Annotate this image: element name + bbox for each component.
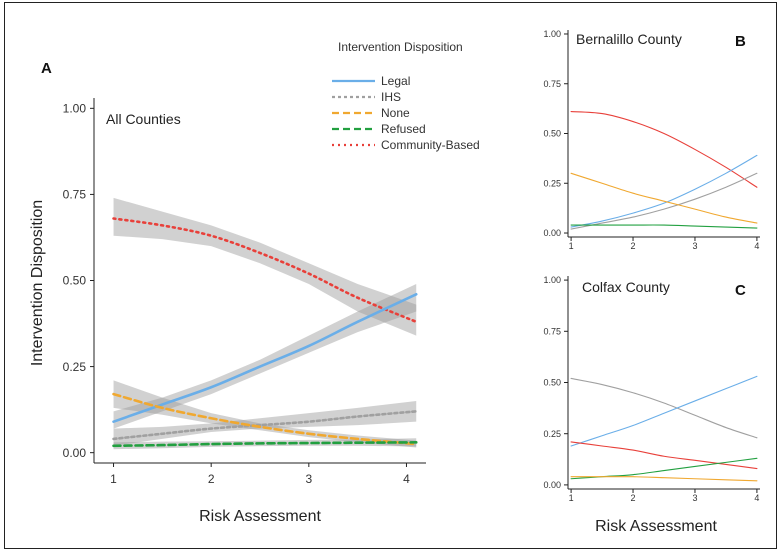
panel-a-letter: A — [41, 60, 52, 77]
panel-a-xtick-label: 2 — [208, 472, 215, 486]
panel-a-xlabel: Risk Assessment — [199, 508, 321, 525]
panel-a-xtick-label: 4 — [403, 472, 410, 486]
panel-a-xtick-label: 1 — [110, 472, 117, 486]
panel-c-xtick-label: 4 — [754, 493, 759, 503]
panel-c-xtick-label: 2 — [631, 493, 636, 503]
panel-a-plot: 0.00 0.25 0.50 0.75 1.00 1 2 3 4 — [63, 98, 426, 486]
legend-label-legal: Legal — [381, 74, 410, 88]
panel-a-ci-band-community-based — [113, 197, 417, 336]
panel-a-line-legal — [112, 292, 418, 423]
panel-c-letter: C — [735, 282, 746, 299]
panel-b-line-none — [570, 172, 758, 224]
panel-c-ytick-label: 0.50 — [543, 378, 561, 388]
panel-b-ytick-label: 0.00 — [543, 228, 561, 238]
panel-b-xtick-label: 4 — [754, 241, 759, 251]
panel-c-ytick-label: 1.00 — [543, 275, 561, 285]
legend-label-community-based: Community-Based — [381, 138, 480, 152]
figure-frame — [4, 2, 777, 549]
panel-a-ci-band-refused — [113, 438, 417, 450]
panel-a-ytick-label: 0.75 — [63, 188, 87, 202]
panel-c-ytick-label: 0.00 — [543, 480, 561, 490]
legend: Legal IHS None Refused Community-Based — [332, 74, 480, 152]
panel-b-xtick-label: 3 — [692, 241, 697, 251]
panel-a-xtick-label: 3 — [305, 472, 312, 486]
panel-c-xtick-label: 1 — [569, 493, 574, 503]
panel-c-line-community-based — [570, 441, 758, 470]
legend-label-ihs: IHS — [381, 90, 401, 104]
panel-c-line-legal — [570, 375, 758, 447]
panel-c-xlabel: Risk Assessment — [595, 518, 717, 535]
panel-c-line-none — [570, 476, 758, 482]
legend-label-refused: Refused — [381, 122, 426, 136]
panel-a-ytick-label: 0.50 — [63, 274, 87, 288]
panel-c-ytick-label: 0.75 — [543, 326, 561, 336]
panel-b-line-ihs — [570, 172, 758, 230]
panel-b-letter: B — [735, 33, 746, 50]
panel-b-title: Bernalillo County — [576, 31, 682, 47]
panel-b-ytick-label: 0.50 — [543, 129, 561, 139]
panel-a-ytick-label: 1.00 — [63, 102, 87, 116]
legend-title: Intervention Disposition — [338, 40, 463, 54]
panel-b-line-legal — [570, 154, 758, 228]
panel-a-ci-band-legal — [113, 283, 417, 429]
panel-b-ytick-label: 0.25 — [543, 178, 561, 188]
panel-c-title: Colfax County — [582, 279, 670, 295]
panel-c-line-ihs — [570, 377, 758, 439]
panel-a-ytick-label: 0.00 — [63, 446, 87, 460]
panel-b-xtick-label: 2 — [631, 241, 636, 251]
panel-b-line-refused — [570, 224, 758, 229]
panel-a-ci-band-ihs — [113, 401, 417, 446]
panel-a-ytick-label: 0.25 — [63, 360, 87, 374]
panel-b-xtick-label: 1 — [569, 241, 574, 251]
panel-c-ytick-label: 0.25 — [543, 429, 561, 439]
panel-c-xtick-label: 3 — [692, 493, 697, 503]
panel-c-line-refused — [570, 457, 758, 480]
panel-a-title: All Counties — [106, 111, 181, 127]
panel-b-line-community-based — [570, 111, 758, 188]
panel-b-ytick-label: 0.75 — [543, 79, 561, 89]
legend-label-none: None — [381, 106, 410, 120]
panel-a-line-ihs — [112, 410, 418, 441]
panel-b-plot: 0.00 0.25 0.50 0.75 1.00 1 2 3 4 — [543, 29, 760, 251]
panel-a-line-community-based — [112, 217, 418, 324]
panel-c-plot: 0.00 0.25 0.50 0.75 1.00 1 2 3 4 — [543, 275, 760, 503]
panel-b-ytick-label: 1.00 — [543, 29, 561, 39]
panel-a-line-refused — [112, 441, 418, 448]
panel-a-ylabel: Intervention Disposition — [29, 200, 46, 366]
panel-a-line-none — [112, 392, 418, 446]
